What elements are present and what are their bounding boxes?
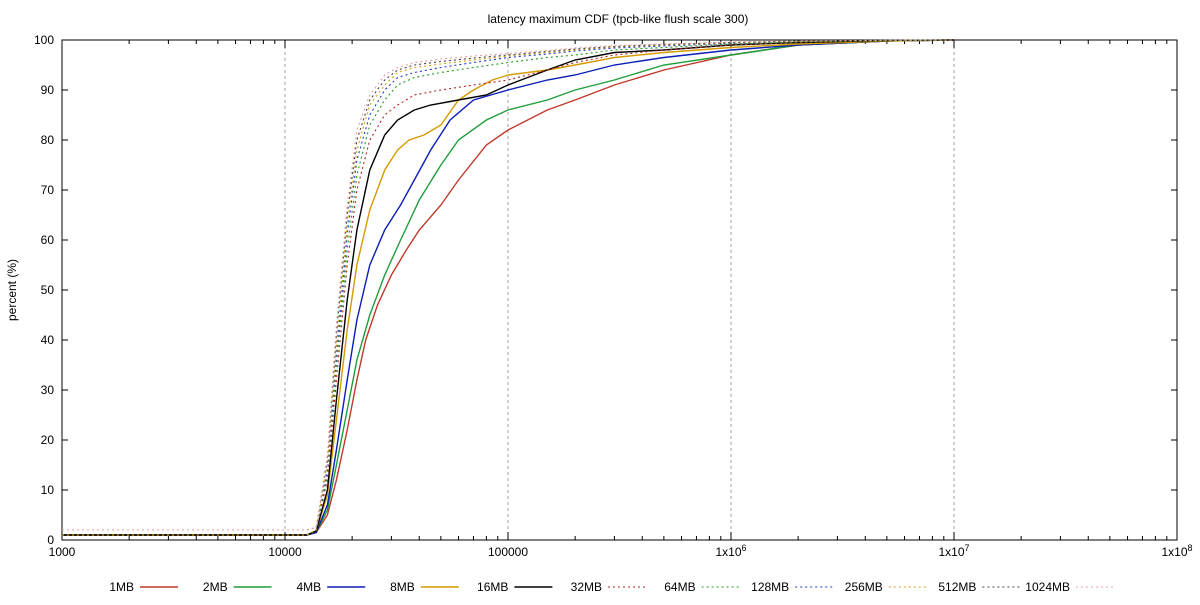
y-tick-label: 80 (41, 133, 55, 147)
legend-label: 256MB (845, 580, 883, 594)
y-tick-label: 50 (41, 283, 55, 297)
y-tick-label: 30 (41, 383, 55, 397)
legend-item-1024mb: 1024MB (1025, 580, 1114, 594)
legend-label: 32MB (571, 580, 602, 594)
legend-label: 64MB (664, 580, 695, 594)
legend-label: 2MB (203, 580, 228, 594)
x-tick-label: 1000 (49, 545, 76, 559)
series-line-8mb (62, 39, 955, 536)
legend-item-256mb: 256MB (845, 580, 927, 594)
x-tick-label: 1x107 (938, 543, 969, 559)
grid-layer (284, 40, 955, 540)
legend: 1MB 2MB 4MB 8MB 16MB 32MB 64MB 128MB 256MB 512MB 1… (109, 580, 1114, 594)
y-tick-label: 70 (41, 183, 55, 197)
legend-item-512mb: 512MB (938, 580, 1021, 594)
series-line-32mb (62, 39, 955, 536)
legend-item-2mb: 2MB (203, 580, 272, 594)
chart-title: latency maximum CDF (tpcb-like flush sca… (488, 12, 749, 26)
legend-label: 512MB (938, 580, 976, 594)
plot-frame (61, 39, 1178, 541)
legend-item-128mb: 128MB (751, 580, 834, 594)
legend-item-4mb: 4MB (297, 580, 366, 594)
x-tick-label: 100000 (488, 545, 528, 559)
legend-item-32mb: 32MB (571, 580, 646, 594)
series-line-4mb (62, 39, 955, 536)
y-tick-label: 60 (41, 233, 55, 247)
y-tick-label: 100 (34, 33, 54, 47)
y-axis-label: percent (%) (5, 259, 19, 321)
series-layer (62, 39, 955, 536)
legend-item-8mb: 8MB (390, 580, 459, 594)
x-tick-label: 1x108 (1161, 543, 1192, 559)
series-line-1mb (62, 39, 955, 536)
axis-layer: 0 10 20 30 40 50 60 70 80 90 100 1000 10000 100000 1x1… (34, 33, 1193, 559)
y-tick-label: 20 (41, 433, 55, 447)
series-line-2mb (62, 39, 955, 536)
legend-label: 8MB (390, 580, 415, 594)
y-tick-label: 0 (47, 533, 54, 547)
legend-item-16mb: 16MB (477, 580, 553, 594)
y-tick-label: 90 (41, 83, 55, 97)
series-line-64mb (62, 39, 955, 536)
x-tick-label: 10000 (268, 545, 302, 559)
x-tick-label: 1x106 (715, 543, 746, 559)
series-line-256mb (62, 39, 955, 536)
legend-label: 16MB (477, 580, 508, 594)
legend-label: 1024MB (1025, 580, 1070, 594)
legend-item-1mb: 1MB (109, 580, 178, 594)
legend-label: 4MB (297, 580, 322, 594)
y-tick-label: 10 (41, 483, 55, 497)
legend-label: 1MB (109, 580, 134, 594)
legend-label: 128MB (751, 580, 789, 594)
legend-item-64mb: 64MB (664, 580, 740, 594)
y-tick-label: 40 (41, 333, 55, 347)
